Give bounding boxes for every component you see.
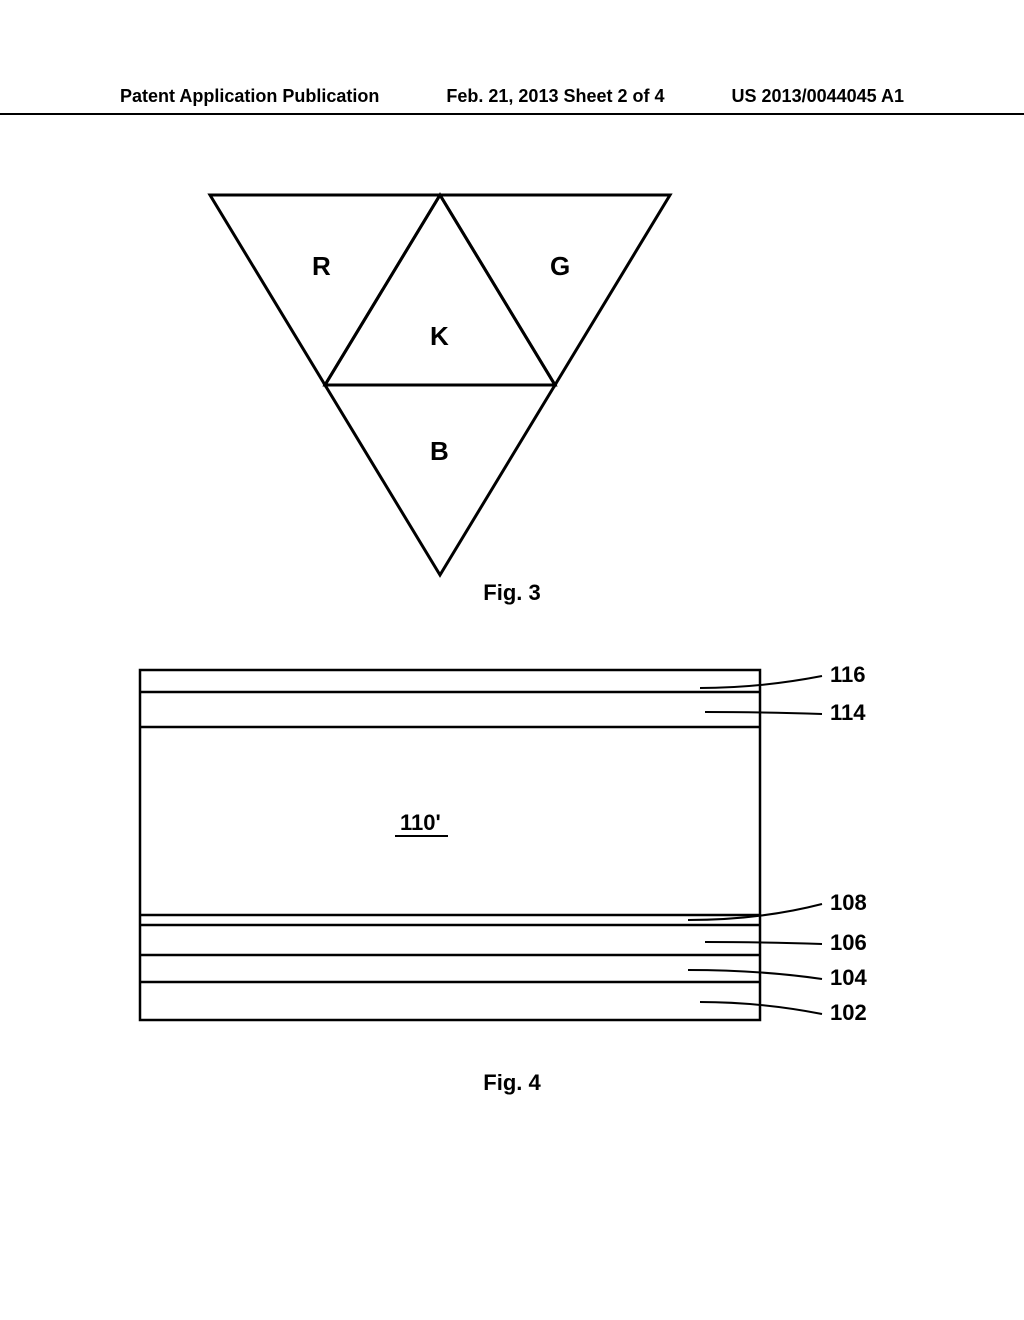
header-center: Feb. 21, 2013 Sheet 2 of 4	[446, 86, 664, 107]
figure-3: R G K B	[200, 185, 680, 585]
page: Patent Application Publication Feb. 21, …	[0, 0, 1024, 1320]
header-left: Patent Application Publication	[120, 86, 379, 107]
svg-text:108: 108	[830, 890, 867, 915]
svg-text:102: 102	[830, 1000, 867, 1025]
page-header: Patent Application Publication Feb. 21, …	[0, 86, 1024, 115]
svg-text:106: 106	[830, 930, 867, 955]
svg-text:R: R	[312, 251, 331, 281]
svg-text:114: 114	[830, 700, 866, 725]
header-row: Patent Application Publication Feb. 21, …	[0, 86, 1024, 113]
svg-text:B: B	[430, 436, 449, 466]
figure-4: 110' 116 114 108 106 104 102	[130, 660, 900, 1060]
svg-text:104: 104	[830, 965, 867, 990]
header-right: US 2013/0044045 A1	[732, 86, 904, 107]
svg-text:K: K	[430, 321, 449, 351]
figure-3-svg: R G K B	[200, 185, 680, 585]
svg-text:110': 110'	[400, 810, 441, 835]
svg-text:116: 116	[830, 662, 866, 687]
figure-3-caption: Fig. 3	[0, 580, 1024, 606]
figure-4-caption: Fig. 4	[0, 1070, 1024, 1096]
figure-4-svg: 110' 116 114 108 106 104 102	[130, 660, 900, 1040]
svg-text:G: G	[550, 251, 570, 281]
